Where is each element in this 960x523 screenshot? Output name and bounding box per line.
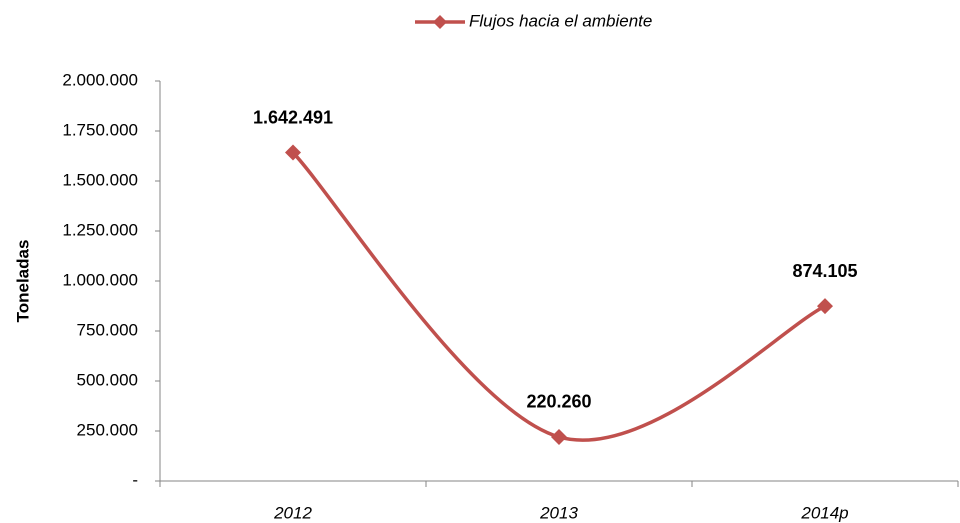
- value-label: 1.642.491: [253, 107, 333, 127]
- value-label: 220.260: [526, 392, 591, 412]
- marker: [817, 298, 833, 315]
- legend-marker: [433, 15, 447, 29]
- x-tick-label: 2014p: [800, 503, 848, 522]
- x-tick-label: 2012: [273, 503, 312, 522]
- legend-label: Flujos hacia el ambiente: [469, 11, 652, 30]
- y-tick-label: 750.000: [77, 320, 138, 339]
- x-tick-label: 2013: [539, 503, 578, 522]
- value-label: 874.105: [792, 261, 857, 281]
- marker: [551, 428, 567, 445]
- marker: [285, 144, 301, 161]
- y-tick-label: 1.500.000: [62, 170, 138, 189]
- y-tick-label: 1.750.000: [62, 120, 138, 139]
- y-tick-label: 250.000: [77, 420, 138, 439]
- y-tick-label: -: [132, 470, 138, 489]
- y-axis-title: Toneladas: [13, 240, 32, 323]
- y-tick-label: 2.000.000: [62, 70, 138, 89]
- y-tick-label: 1.250.000: [62, 220, 138, 239]
- y-tick-label: 500.000: [77, 370, 138, 389]
- y-tick-label: 1.000.000: [62, 270, 138, 289]
